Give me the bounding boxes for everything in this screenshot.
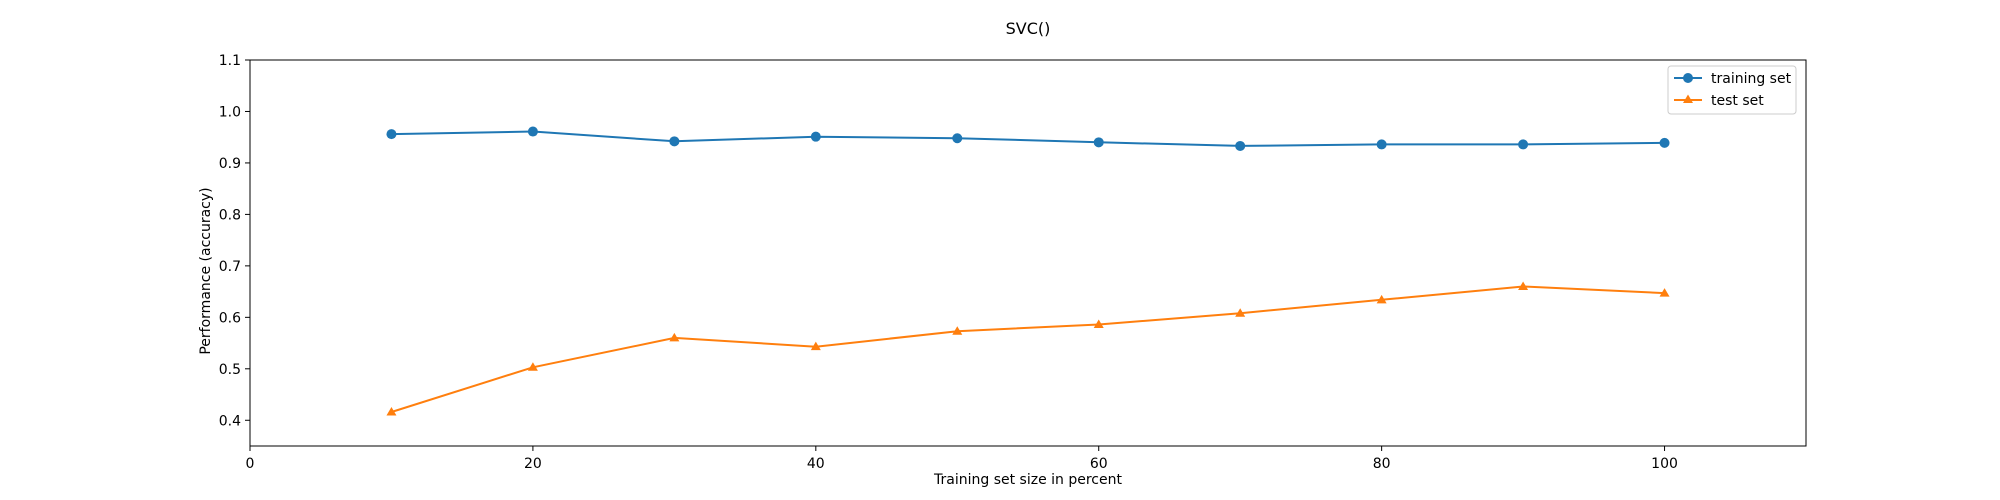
x-tick-label: 40	[807, 456, 825, 472]
x-tick-label: 20	[524, 456, 542, 472]
y-tick-label: 0.7	[219, 259, 241, 275]
data-point-test-set	[1093, 319, 1104, 329]
x-tick-label: 0	[246, 456, 255, 472]
data-point-training-set	[386, 129, 397, 140]
data-point-test-set	[1235, 308, 1246, 317]
y-tick-label: 0.6	[219, 310, 241, 326]
data-point-training-set	[669, 136, 680, 147]
x-axis-label: Training set size in percent	[933, 472, 1122, 488]
data-point-training-set	[1235, 140, 1246, 151]
series-line-test-set	[391, 285, 1665, 413]
x-tick-label: 60	[1090, 456, 1108, 472]
y-tick-label: 0.5	[219, 362, 241, 378]
data-point-test-set	[1376, 294, 1387, 304]
data-point-training-set	[1659, 137, 1670, 148]
x-tick-label: 80	[1373, 456, 1391, 472]
y-tick-label: 0.4	[219, 413, 241, 429]
data-point-test-set	[810, 341, 821, 351]
y-tick-label: 0.8	[219, 207, 241, 223]
axes: 0.4 0.5 0.6 0.7 0.8 0.9 1.0 1.1 0 20 40 60 80 100	[219, 53, 1678, 472]
legend-label-training-set: training set	[1711, 71, 1792, 87]
legend-marker-training-set	[1683, 73, 1693, 83]
legend: training set test set	[1667, 65, 1797, 115]
data-point-test-set	[1659, 288, 1670, 297]
data-point-test-set	[386, 407, 397, 416]
data-point-training-set	[952, 133, 963, 144]
data-point-training-set	[810, 131, 821, 142]
chart-title: SVC()	[1006, 19, 1051, 38]
y-tick-label: 1.0	[219, 104, 241, 120]
legend-label-test-set: test set	[1711, 93, 1764, 109]
series-group	[386, 126, 1670, 416]
data-point-training-set	[1518, 139, 1529, 150]
series-line-training-set	[391, 130, 1665, 147]
plot-area	[249, 59, 1807, 447]
legend-marker-test-set	[1683, 94, 1693, 103]
data-point-test-set	[527, 362, 538, 371]
plot-frame	[249, 59, 1807, 447]
data-point-training-set	[527, 126, 538, 137]
data-point-test-set	[952, 326, 963, 335]
x-tick-label: 100	[1651, 456, 1678, 472]
y-tick-label: 0.9	[219, 156, 241, 172]
data-point-test-set	[669, 332, 680, 342]
data-point-training-set	[1093, 137, 1104, 148]
y-tick-label: 1.1	[219, 53, 241, 69]
data-point-training-set	[1376, 139, 1387, 150]
data-point-test-set	[1518, 281, 1529, 290]
y-axis-label: Performance (accuracy)	[198, 187, 214, 354]
